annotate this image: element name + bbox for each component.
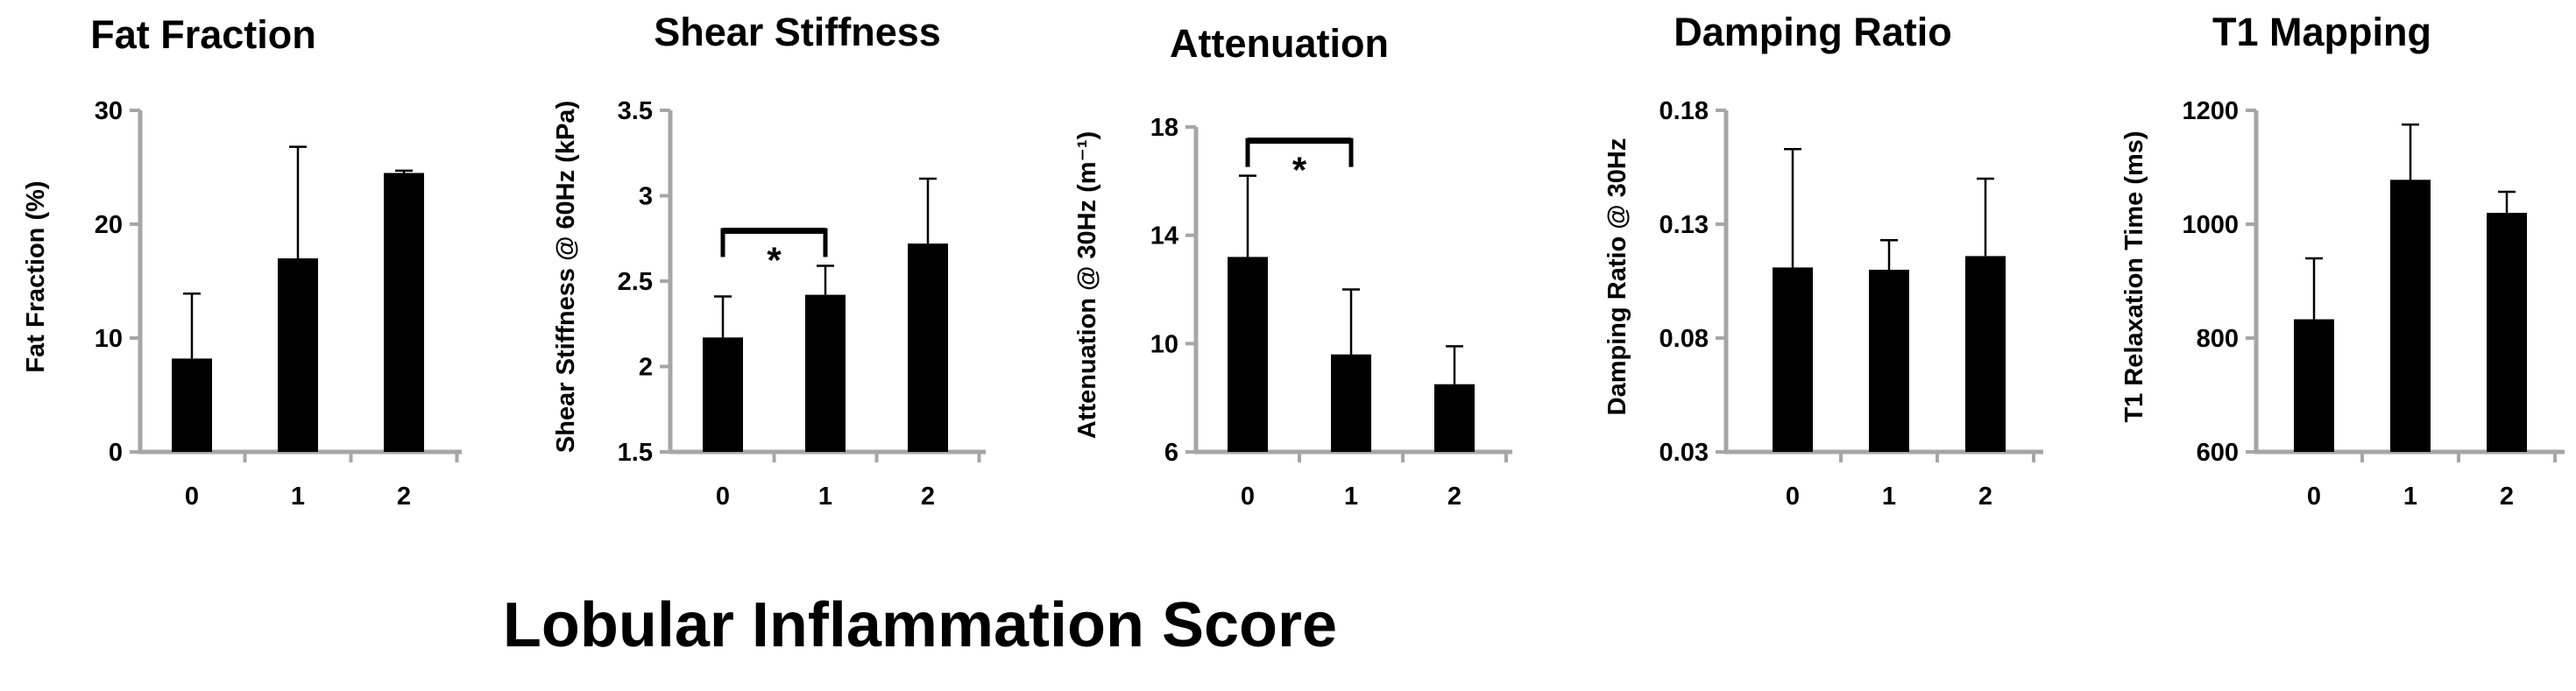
bar — [1434, 384, 1475, 452]
y-tick-label: 18 — [1150, 114, 1178, 142]
x-tick-label: 1 — [2403, 483, 2417, 511]
y-axis-label: Attenuation @ 30Hz (m⁻¹) — [1073, 131, 1101, 439]
bar — [278, 258, 318, 452]
y-tick-label: 20 — [95, 211, 123, 239]
y-tick-label: 1000 — [2182, 211, 2239, 239]
bar — [1965, 256, 2006, 452]
x-tick-label: 0 — [185, 483, 199, 511]
y-tick-label: 800 — [2197, 325, 2239, 353]
x-tick-label: 0 — [1241, 483, 1255, 511]
chart-title: Fat Fraction — [90, 12, 316, 57]
chart-title: T1 Mapping — [2212, 10, 2431, 54]
y-axis-label: T1 Relaxation Time (ms) — [2120, 130, 2148, 422]
y-axis-label: Fat Fraction (%) — [22, 180, 50, 372]
chart-title: Damping Ratio — [1674, 10, 1952, 54]
y-tick-label: 0.13 — [1660, 211, 1709, 239]
x-axis-title: Lobular Inflammation Score — [503, 590, 1337, 660]
x-tick-label: 0 — [2307, 483, 2321, 511]
y-tick-label: 3 — [639, 183, 653, 211]
x-tick-label: 1 — [818, 483, 832, 511]
chart-title: Attenuation — [1170, 21, 1389, 66]
y-axis-label: Damping Ratio @ 30Hz — [1603, 138, 1631, 416]
y-axis-label: Shear Stiffness @ 60Hz (kPa) — [552, 101, 580, 453]
y-tick-label: 0 — [109, 439, 123, 467]
x-tick-label: 2 — [397, 483, 411, 511]
y-tick-label: 30 — [95, 97, 123, 125]
x-tick-label: 0 — [716, 483, 730, 511]
y-tick-label: 2.5 — [618, 268, 653, 296]
x-tick-label: 2 — [2500, 483, 2514, 511]
y-tick-label: 10 — [95, 325, 123, 353]
bar — [2487, 213, 2527, 452]
significance-label: * — [767, 239, 782, 280]
chart-title: Shear Stiffness — [654, 10, 941, 54]
y-tick-label: 0.08 — [1660, 325, 1709, 353]
bar — [1869, 270, 1909, 452]
bar — [805, 294, 846, 452]
y-tick-label: 6 — [1164, 439, 1178, 467]
bar — [1331, 354, 1371, 452]
y-tick-label: 1200 — [2182, 97, 2239, 125]
significance-bracket — [720, 227, 828, 257]
bar — [2294, 319, 2334, 452]
y-tick-label: 2 — [639, 354, 653, 382]
bar — [703, 337, 743, 452]
x-tick-label: 2 — [1447, 483, 1461, 511]
chart-panel: Damping Ratio Damping Ratio @ 30Hz 0.03 0.0… — [1603, 10, 2043, 511]
bar — [908, 243, 948, 452]
bar — [172, 358, 212, 452]
x-tick-label: 1 — [291, 483, 305, 511]
bar — [2390, 180, 2431, 453]
chart-panel: Shear Stiffness Shear Stiffness @ 60Hz (k… — [552, 10, 986, 511]
x-tick-label: 1 — [1344, 483, 1358, 511]
bar — [384, 173, 424, 452]
y-tick-label: 14 — [1150, 222, 1178, 250]
x-tick-label: 1 — [1882, 483, 1896, 511]
y-tick-label: 0.18 — [1660, 97, 1709, 125]
y-tick-label: 600 — [2197, 439, 2239, 467]
chart-panel: T1 Mapping T1 Relaxation Time (ms) 600 800 1… — [2120, 10, 2565, 511]
y-tick-label: 1.5 — [618, 439, 653, 467]
y-tick-label: 3.5 — [618, 97, 653, 125]
significance-bracket — [1245, 137, 1354, 167]
y-tick-label: 10 — [1150, 330, 1178, 358]
bar — [1773, 267, 1813, 452]
x-tick-label: 2 — [1978, 483, 1992, 511]
x-tick-label: 0 — [1786, 483, 1800, 511]
bar — [1228, 257, 1268, 452]
chart-panel: Fat Fraction Fat Fraction (%) 0 10 20 30 0 1 2 — [22, 12, 462, 511]
y-tick-label: 0.03 — [1660, 439, 1709, 467]
x-tick-label: 2 — [921, 483, 935, 511]
significance-label: * — [1292, 150, 1307, 191]
